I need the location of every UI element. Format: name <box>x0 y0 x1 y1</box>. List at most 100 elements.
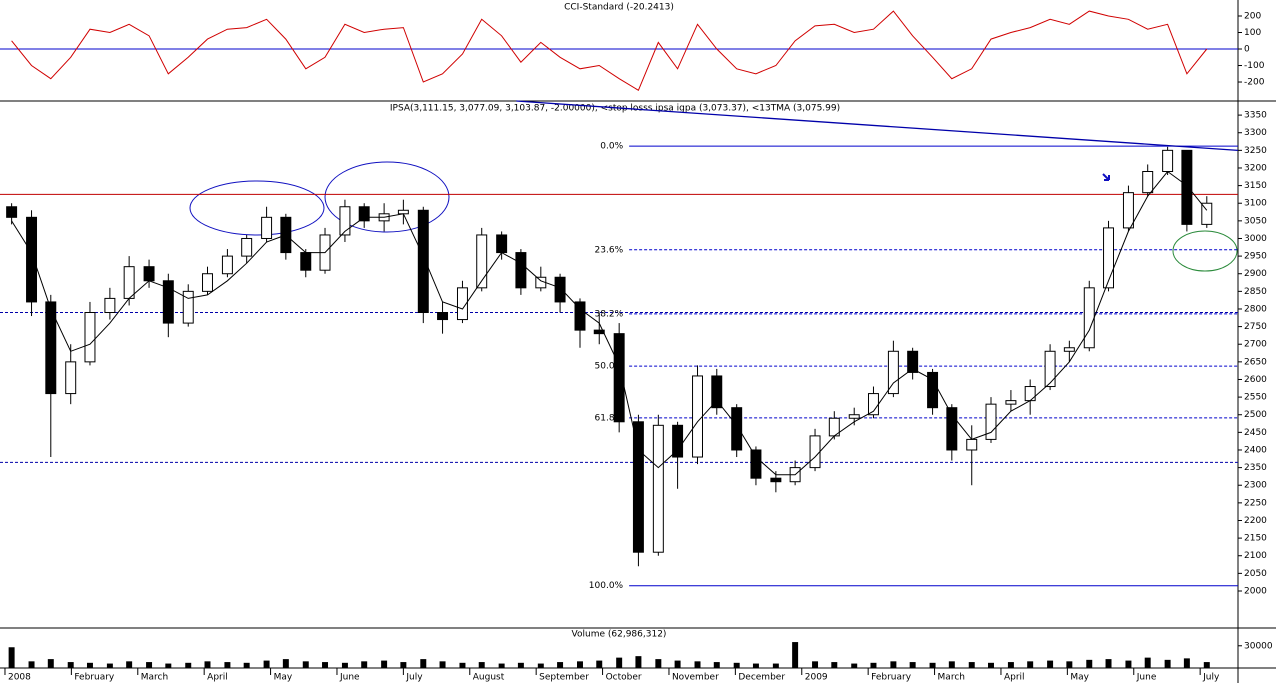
candle-body <box>104 297 116 314</box>
y-tick-label: 30000 <box>1244 641 1273 651</box>
volume-bar <box>282 659 289 668</box>
y-tick-label: 2800 <box>1244 304 1267 314</box>
candle-body <box>437 312 449 321</box>
volume-bar <box>1203 662 1210 668</box>
volume-bar <box>694 661 701 668</box>
volume-bar <box>322 662 329 668</box>
volume-bar <box>517 662 524 668</box>
candle-body <box>143 266 155 282</box>
volume-bar <box>1105 659 1112 668</box>
x-tick-label: February <box>74 673 115 683</box>
candle-body <box>417 209 429 314</box>
y-tick-label: 2950 <box>1244 252 1267 262</box>
y-tick-label: 3300 <box>1244 128 1267 138</box>
candle-body <box>1201 202 1213 225</box>
volume-bar <box>106 663 113 668</box>
candle-body <box>182 290 194 324</box>
fibonacci-label: 100.0% <box>589 581 624 591</box>
volume-bar <box>1125 660 1132 668</box>
volume-bar <box>47 659 54 668</box>
volume-bar <box>655 659 662 668</box>
fibonacci-label: 38.2% <box>595 309 624 319</box>
candle-body <box>84 312 96 363</box>
volume-bar <box>146 662 153 668</box>
volume-bar <box>557 662 564 668</box>
annotation-ellipse <box>324 161 450 233</box>
x-tick-label: April <box>207 673 228 683</box>
volume-bar <box>713 662 720 668</box>
volume-bar <box>302 661 309 668</box>
y-tick-label: 2900 <box>1244 269 1267 279</box>
volume-bar <box>459 662 466 668</box>
x-tick-label: June <box>1136 673 1157 683</box>
annotation-arrow <box>1102 173 1110 181</box>
volume-bar <box>361 661 368 668</box>
y-tick-label: 2600 <box>1244 375 1267 385</box>
candle-body <box>966 438 978 451</box>
candle-body <box>1181 149 1193 225</box>
volume-bar <box>1086 659 1093 668</box>
y-tick-label: -200 <box>1244 78 1265 88</box>
candle-body <box>692 375 703 458</box>
volume-bar <box>1144 657 1151 668</box>
volume-bar <box>28 661 35 668</box>
candle-body <box>652 424 664 553</box>
fibonacci-label: 0.0% <box>600 142 623 152</box>
candle-body <box>711 375 723 409</box>
fibonacci-label: 23.6% <box>595 245 624 255</box>
y-tick-label: 2350 <box>1244 463 1267 473</box>
candle-body <box>515 252 527 289</box>
volume-bar <box>341 662 348 668</box>
volume-bar <box>1047 660 1054 668</box>
panel-title: IPSA(3,111.15, 3,077.09, 3,103.87, -2.00… <box>390 104 840 114</box>
y-tick-label: 2650 <box>1244 357 1267 367</box>
candle-body <box>358 206 370 222</box>
volume-bar <box>596 660 603 668</box>
candle-body <box>1063 347 1075 352</box>
volume-bar <box>812 661 819 668</box>
candle-body <box>261 216 273 239</box>
candle-body <box>1162 149 1174 173</box>
volume-bar <box>674 660 681 668</box>
volume-bar <box>752 663 759 668</box>
volume-bar <box>1007 662 1014 668</box>
y-tick-label: 0 <box>1244 45 1250 55</box>
y-tick-label: 2450 <box>1244 428 1267 438</box>
annotation-ellipse <box>1172 230 1238 272</box>
volume-bar <box>909 662 916 668</box>
candle-body <box>1142 171 1154 194</box>
candle-body <box>887 350 899 395</box>
volume-bar <box>498 663 505 668</box>
volume-bar <box>929 662 936 668</box>
candle-body <box>632 421 644 553</box>
candle-body <box>26 216 38 303</box>
volume-bar <box>8 647 15 668</box>
x-tick-label: 2009 <box>805 673 828 683</box>
volume-bar <box>537 663 544 668</box>
volume-bar <box>772 663 779 668</box>
x-tick-label: March <box>938 673 965 683</box>
volume-bar <box>400 662 407 668</box>
fibonacci-label: 61.8% <box>595 413 624 423</box>
volume-bar <box>851 663 858 668</box>
candle-body <box>731 407 743 451</box>
volume-bar <box>185 662 192 668</box>
volume-bar <box>1183 658 1190 668</box>
y-tick-label: 2750 <box>1244 322 1267 332</box>
x-tick-label: July <box>1202 673 1220 683</box>
x-tick-label: 2008 <box>8 673 31 683</box>
candle-body <box>1103 227 1115 289</box>
candle-body <box>1024 386 1036 402</box>
x-tick-label: September <box>539 673 589 683</box>
candle-body <box>574 301 586 331</box>
candle-body <box>339 206 351 236</box>
y-tick-label: 2150 <box>1244 534 1267 544</box>
tma-line <box>11 170 1208 476</box>
fibonacci-label: 50.0% <box>595 362 624 372</box>
x-tick-label: October <box>606 673 642 683</box>
y-tick-label: 2300 <box>1244 481 1267 491</box>
x-tick-label: February <box>871 673 912 683</box>
volume-bar <box>204 661 211 668</box>
candle-body <box>6 206 18 218</box>
